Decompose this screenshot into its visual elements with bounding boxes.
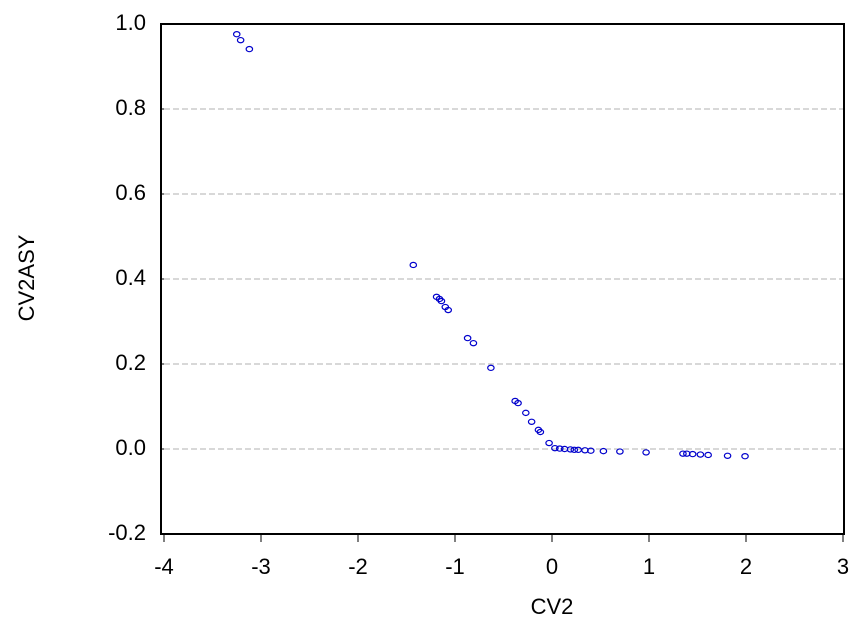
y-tick-label: 0.4: [115, 265, 146, 290]
point: [599, 447, 608, 455]
point: [487, 364, 495, 372]
point: [409, 261, 418, 269]
y-tick-label: 1.0: [115, 10, 146, 35]
point: [522, 409, 530, 417]
point: [232, 31, 241, 38]
y-tick-label: 0.2: [115, 350, 146, 375]
x-tick-label: -2: [348, 554, 368, 579]
point: [551, 444, 559, 452]
x-tick-label: 0: [546, 554, 558, 579]
plot-frame: [160, 23, 845, 535]
point: [688, 450, 697, 458]
point: [642, 449, 650, 456]
point: [570, 446, 579, 454]
point: [236, 36, 245, 44]
point: [245, 45, 254, 53]
x-tick-label: 3: [837, 554, 849, 579]
y-tick-label: 0.6: [115, 180, 146, 205]
y-axis-label: CV2ASY: [14, 234, 39, 321]
point: [566, 446, 575, 453]
point: [723, 452, 732, 459]
point: [704, 451, 712, 459]
point: [679, 450, 687, 457]
point: [696, 451, 705, 458]
point: [469, 339, 478, 347]
point: [536, 428, 545, 436]
x-tick-label: -1: [445, 554, 465, 579]
x-tick-label: 2: [740, 554, 752, 579]
y-tick-label: 0.0: [115, 435, 146, 460]
point: [555, 445, 564, 452]
y-tick-label: -0.2: [108, 520, 146, 545]
x-tick-label: -3: [251, 554, 271, 579]
point: [527, 418, 536, 425]
point: [741, 453, 749, 460]
x-tick-label: 1: [643, 554, 655, 579]
point: [514, 399, 522, 407]
point: [437, 297, 446, 305]
point: [545, 439, 553, 447]
point: [616, 448, 624, 455]
point: [586, 447, 595, 454]
point: [444, 306, 453, 314]
point: [463, 334, 472, 342]
y-tick-label: 0.8: [115, 95, 146, 120]
x-axis-label: CV2: [531, 594, 574, 619]
x-tick-label: -4: [154, 554, 174, 579]
point: [574, 446, 582, 454]
